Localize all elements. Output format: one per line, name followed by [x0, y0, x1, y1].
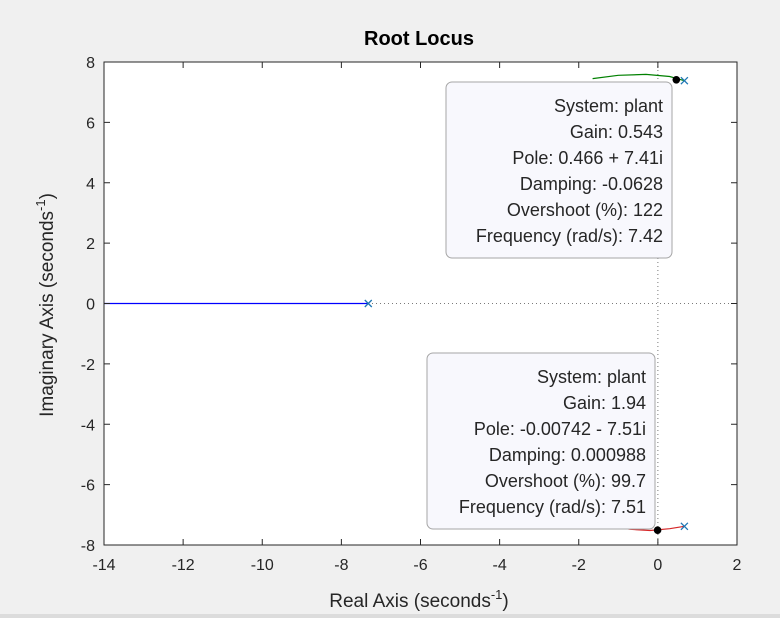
- plot-area[interactable]: -14 -12 -10 -8 -6 -4 -2 0 2 -8 -6 -4 -2 0 2 4 6 8 System: …: [81, 55, 742, 574]
- y-tick-label: 6: [86, 115, 95, 132]
- datatip-line: Gain: 0.543: [570, 122, 663, 142]
- x-tick-label: -14: [92, 557, 115, 574]
- datatip-marker[interactable]: [653, 526, 662, 535]
- y-tick-label: -6: [81, 478, 95, 495]
- x-axis-label-close: ): [502, 591, 508, 612]
- datatip-line: Overshoot (%): 99.7: [485, 471, 646, 491]
- y-axis-label: Imaginary Axis (seconds-1): [33, 193, 58, 417]
- y-axis-label-text: Imaginary Axis (seconds: [37, 211, 58, 417]
- datatip-line: Frequency (rad/s): 7.42: [476, 226, 663, 246]
- pole-marker[interactable]: [364, 299, 373, 308]
- y-axis-label-exponent: -1: [33, 199, 48, 211]
- datatip-marker[interactable]: [672, 76, 681, 84]
- datatip-line: Pole: -0.00742 - 7.51i: [474, 419, 646, 439]
- y-tick-label: -8: [81, 538, 95, 555]
- x-tick-label: -12: [172, 557, 195, 574]
- x-axis-label-text: Real Axis (seconds: [329, 591, 491, 612]
- datatip[interactable]: System: plant Gain: 1.94 Pole: -0.00742 - …: [426, 352, 662, 535]
- x-tick-label: 0: [653, 557, 662, 574]
- pole-marker[interactable]: [680, 76, 689, 85]
- x-tick-label: -2: [572, 557, 586, 574]
- x-tick-label: -4: [493, 557, 507, 574]
- datatip-box: [445, 81, 673, 259]
- x-tick-label: -6: [413, 557, 427, 574]
- x-tick-label: -10: [251, 557, 274, 574]
- datatip-line: Gain: 1.94: [563, 393, 646, 413]
- datatip-line: Frequency (rad/s): 7.51: [459, 497, 646, 517]
- y-tick-label: -2: [81, 357, 95, 374]
- datatip-line: Damping: 0.000988: [489, 445, 646, 465]
- y-tick-label: 8: [86, 55, 95, 72]
- x-tick-label: 2: [733, 557, 742, 574]
- y-tick-label: 2: [86, 236, 95, 253]
- pole-marker[interactable]: [680, 522, 689, 531]
- chart-title: Root Locus: [364, 28, 474, 50]
- datatip-line: Damping: -0.0628: [520, 174, 663, 194]
- y-tick-label: 4: [86, 176, 95, 193]
- window-bottom-edge: [0, 614, 780, 618]
- x-tick-label: -8: [334, 557, 348, 574]
- datatip-line: Pole: 0.466 + 7.41i: [512, 148, 663, 168]
- y-tick-label: -4: [81, 417, 95, 434]
- datatip-line: System: plant: [554, 96, 663, 116]
- datatip-line: System: plant: [537, 367, 646, 387]
- y-tick-label: 0: [86, 297, 95, 314]
- datatip-box: [426, 352, 656, 530]
- datatip-line: Overshoot (%): 122: [507, 200, 663, 220]
- y-axis-label-close: ): [37, 193, 58, 199]
- datatip[interactable]: System: plant Gain: 0.543 Pole: 0.466 + 7.…: [445, 76, 681, 259]
- x-axis-label: Real Axis (seconds-1): [329, 587, 508, 612]
- x-axis-label-exponent: -1: [491, 587, 503, 602]
